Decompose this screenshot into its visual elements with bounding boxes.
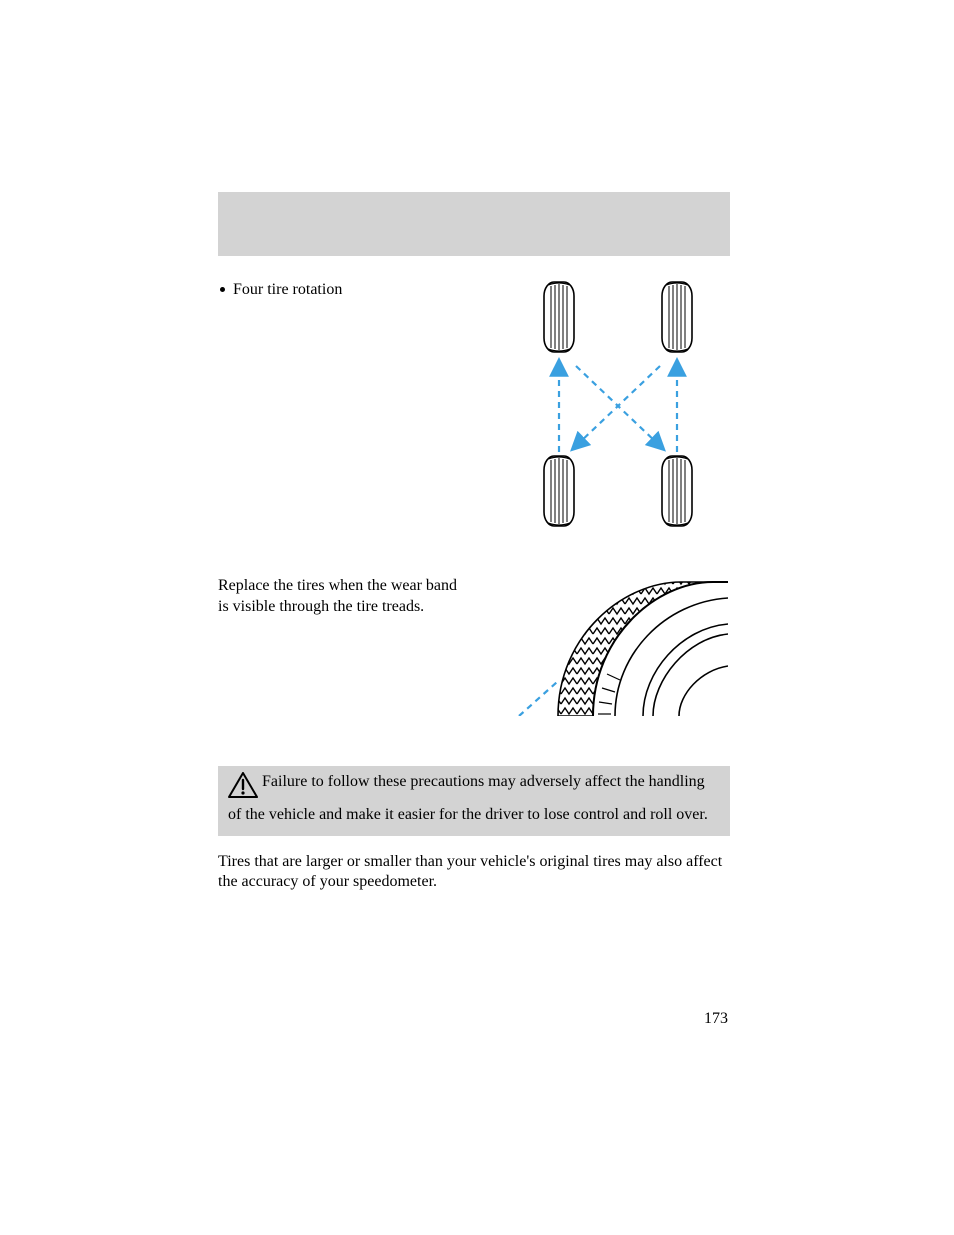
tire-front-left-icon: [544, 282, 574, 352]
tire-tread-diagram: [513, 576, 728, 716]
header-band: [218, 192, 730, 256]
arrow-front-right-to-rear-left: [578, 366, 660, 444]
section-four-tire-rotation: Four tire rotation: [218, 276, 730, 536]
bullet-dot-icon: [220, 287, 225, 292]
warning-text: Failure to follow these precautions may …: [228, 773, 708, 823]
warning-box: Failure to follow these precautions may …: [218, 766, 730, 836]
tire-rear-right-icon: [662, 456, 692, 526]
warning-triangle-icon: [228, 772, 258, 805]
page: Four tire rotation: [0, 0, 954, 1235]
speedometer-note: Tires that are larger or smaller than yo…: [218, 852, 730, 894]
content-area: Four tire rotation: [218, 276, 730, 893]
tire-rotation-diagram: [508, 276, 728, 536]
section-replace-tires: Replace the tires when the wear band is …: [218, 576, 730, 716]
bullet-label: Four tire rotation: [233, 281, 342, 298]
wear-band-pointer: [519, 682, 557, 716]
replace-tires-text: Replace the tires when the wear band is …: [218, 576, 468, 618]
page-number: 173: [704, 1010, 728, 1028]
bullet-item: Four tire rotation: [218, 276, 468, 301]
tire-front-right-icon: [662, 282, 692, 352]
arrow-front-left-to-rear-right: [576, 366, 658, 444]
tire-rear-left-icon: [544, 456, 574, 526]
